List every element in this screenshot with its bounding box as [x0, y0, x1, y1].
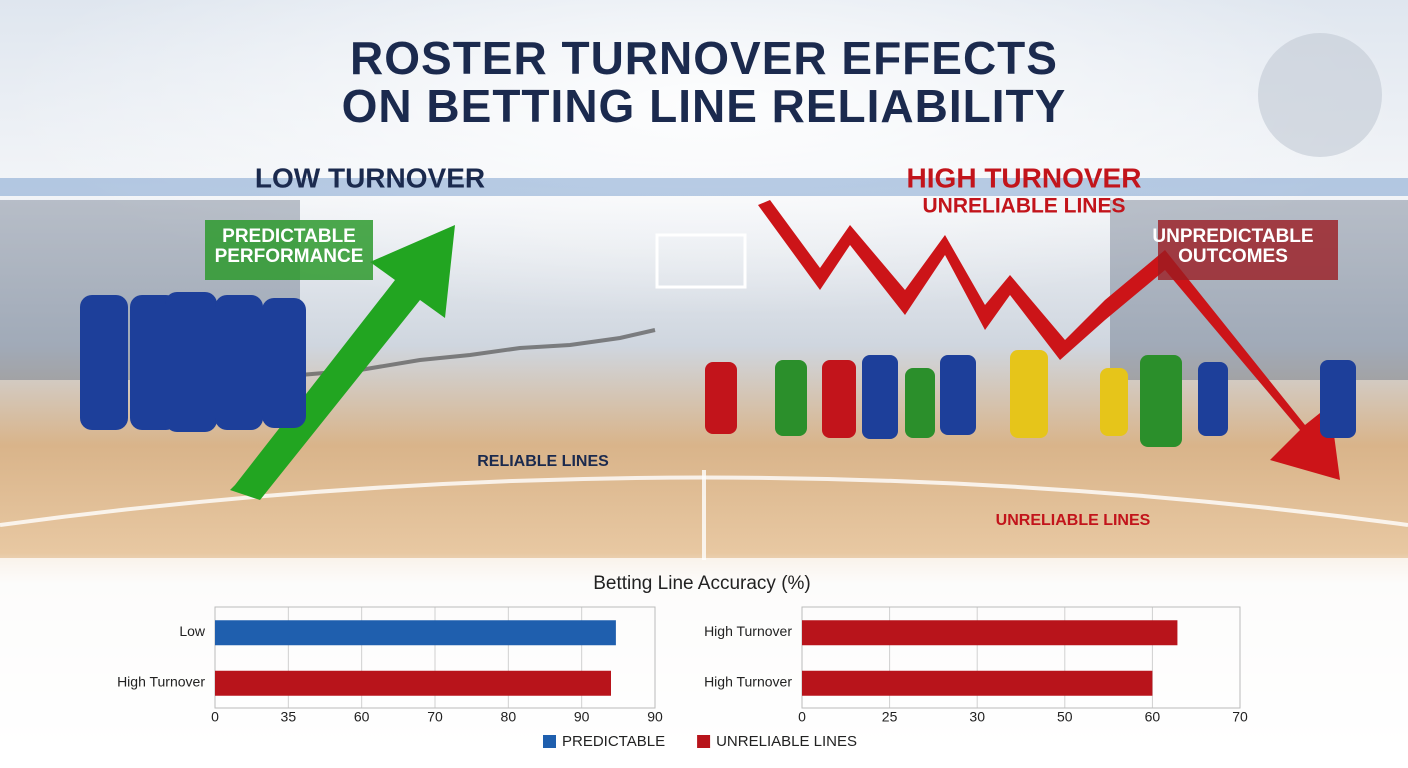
chart-panel	[0, 558, 1408, 768]
category-label: High Turnover	[704, 623, 792, 639]
x-tick-label: 60	[1145, 709, 1161, 725]
x-tick-label: 25	[882, 709, 898, 725]
x-tick-label: 70	[427, 709, 443, 725]
legend-swatch	[697, 735, 711, 748]
logo	[1258, 33, 1382, 157]
bar-charts: 0 35 60 70 80 90 90 Low High Turnover 0 25 30 50 60 70…	[117, 606, 1248, 725]
floor-label: UNRELIABLE LINES	[996, 512, 1151, 529]
red-arrow	[758, 200, 1340, 480]
x-tick-label: 50	[1057, 709, 1073, 725]
green-arrow	[230, 225, 455, 500]
bar	[802, 670, 1153, 696]
category-label: Low	[179, 623, 206, 639]
box-text: PREDICTABLE	[222, 226, 356, 247]
right-subheading: UNRELIABLE LINES	[922, 195, 1125, 218]
arena-band	[0, 178, 1408, 196]
x-tick-label: 80	[501, 709, 517, 725]
right-heading: HIGH TURNOVER	[907, 162, 1142, 193]
backboard	[655, 233, 747, 289]
x-tick-label: 70	[1232, 709, 1248, 725]
legend-swatch	[543, 735, 556, 748]
unpredictable-box	[1158, 220, 1338, 280]
players-right	[705, 350, 1356, 447]
x-tick-label: 90	[574, 709, 590, 725]
category-label: High Turnover	[117, 673, 205, 689]
x-tick-label: 30	[969, 709, 985, 725]
box-text: OUTCOMES	[1178, 246, 1288, 267]
legend-label: UNRELIABLE LINES	[716, 733, 857, 750]
predictable-box	[205, 220, 373, 280]
players-left	[80, 292, 306, 432]
x-tick-label: 0	[211, 709, 219, 725]
legend-label: PREDICTABLE	[562, 733, 665, 750]
chart-title: Betting Line Accuracy (%)	[593, 573, 811, 594]
bar-chart: 0 25 30 50 60 70 High Turnover High Turnover	[704, 606, 1248, 725]
x-tick-label: 0	[798, 709, 806, 725]
title-line: ROSTER TURNOVER EFFECTS	[350, 32, 1058, 84]
plot-frame	[801, 606, 1241, 709]
x-tick-label: 60	[354, 709, 370, 725]
box-text: PERFORMANCE	[215, 246, 364, 267]
x-tick-label: 35	[281, 709, 297, 725]
left-heading: LOW TURNOVER	[255, 162, 485, 193]
plot-frame	[214, 606, 656, 709]
title-line: ON BETTING LINE RELIABILITY	[342, 80, 1067, 132]
category-label: High Turnover	[704, 673, 792, 689]
floor-label: RELIABLE LINES	[477, 453, 609, 470]
legend: PREDICTABLE UNRELIABLE LINES	[543, 733, 857, 750]
bar	[215, 670, 611, 696]
box-text: UNPREDICTABLE	[1152, 226, 1313, 247]
bar	[215, 620, 616, 646]
bar	[802, 620, 1178, 646]
x-tick-label: 90	[647, 709, 663, 725]
bar-chart: 0 35 60 70 80 90 90 Low High Turnover	[117, 606, 663, 725]
trend-line	[299, 328, 656, 377]
